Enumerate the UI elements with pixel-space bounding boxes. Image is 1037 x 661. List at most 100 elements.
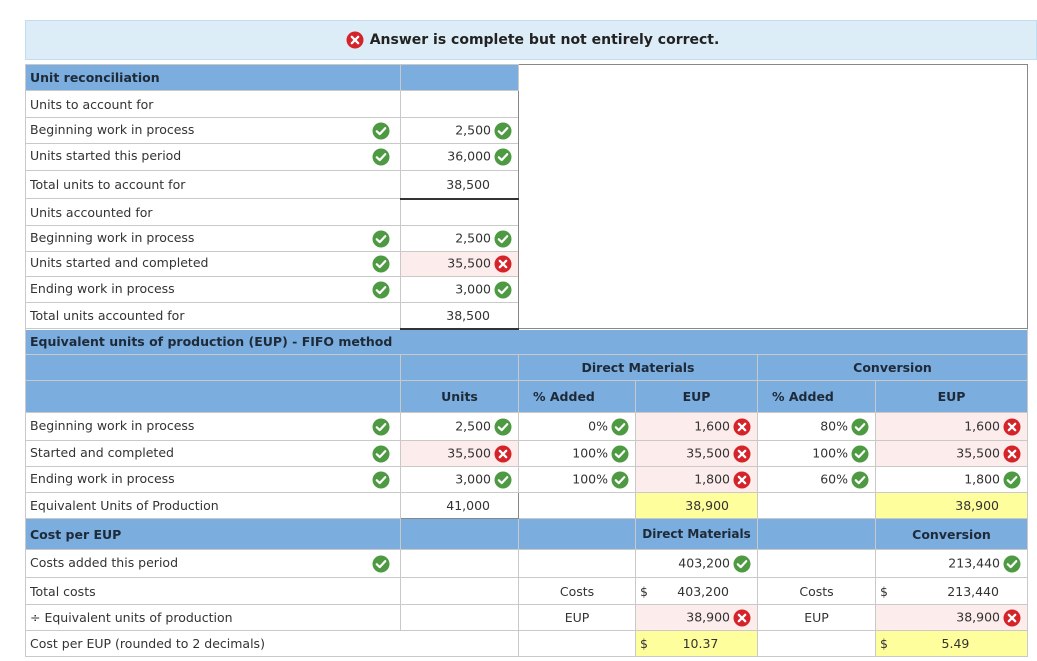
label-text: Ending work in process	[30, 470, 175, 486]
total-cell: 38,500	[400, 302, 519, 330]
value: 100%	[572, 471, 608, 486]
input-cell[interactable]: 403,200	[635, 549, 758, 578]
status-icon	[733, 609, 751, 627]
label-text: Started and completed	[30, 444, 174, 460]
status-icon	[372, 255, 390, 273]
currency: $	[640, 583, 648, 599]
input-cell[interactable]: 35,500	[400, 251, 519, 277]
input-cell[interactable]: 38,900	[635, 604, 758, 631]
status-icon	[851, 471, 869, 489]
value: 1,600	[694, 418, 730, 433]
status-icon	[372, 148, 390, 166]
label-text: Costs added this period	[30, 554, 179, 570]
value: 38,900	[956, 609, 1000, 624]
label-text: Beginning work in process	[30, 417, 195, 433]
status-icon	[1003, 609, 1021, 627]
input-cell[interactable]: 35,500	[875, 440, 1028, 467]
input-cell[interactable]: 2,500	[400, 412, 519, 441]
value: 38,900	[955, 498, 999, 513]
status-icon	[733, 471, 751, 489]
section-title: Cost per EUP	[25, 518, 401, 550]
currency: $	[640, 636, 648, 651]
input-cell[interactable]: 2,500	[400, 117, 519, 144]
value: 3,000	[455, 471, 491, 486]
input-cell[interactable]: 38,900	[875, 604, 1028, 631]
label-text: Cost per EUP (rounded to 2 decimals)	[30, 636, 265, 651]
input-cell[interactable]: 35,500	[400, 440, 519, 467]
column-header: Direct Materials	[635, 518, 758, 550]
status-icon	[372, 555, 390, 573]
input-cell[interactable]: 35,500	[635, 440, 758, 467]
input-cell[interactable]: 0%	[518, 412, 636, 441]
status-icon	[372, 445, 390, 463]
value: 35,500	[447, 445, 491, 460]
value: 60%	[820, 471, 848, 486]
row-label: Units to account for	[25, 90, 401, 118]
label-text: Units to account for	[30, 96, 154, 112]
value: 36,000	[447, 148, 491, 164]
value: 2,500	[455, 122, 491, 137]
label-text: Ending work in process	[30, 280, 175, 296]
label-text: ÷ Equivalent units of production	[30, 610, 233, 625]
status-icon	[346, 31, 364, 49]
input-cell[interactable]: 3,000	[400, 466, 519, 493]
value: 38,500	[446, 307, 490, 323]
column-header: EUP	[875, 380, 1028, 413]
status-icon	[851, 445, 869, 463]
caption: EUP	[518, 604, 636, 631]
input-cell[interactable]: 213,440	[875, 549, 1028, 578]
currency: $	[880, 636, 888, 651]
label-text: Beginning work in process	[30, 229, 195, 245]
value: 2,500	[455, 230, 491, 245]
status-icon	[733, 555, 751, 573]
column-header: % Added	[518, 380, 636, 413]
label-text: Total units accounted for	[30, 308, 185, 323]
status-icon	[733, 418, 751, 436]
input-cell[interactable]: 80%	[757, 412, 876, 441]
status-icon	[372, 230, 390, 248]
status-icon	[494, 445, 512, 463]
computed-cell: $5.49	[875, 630, 1028, 657]
status-icon	[372, 418, 390, 436]
column-header: Conversion	[875, 518, 1028, 550]
currency: $	[880, 583, 888, 599]
group-header: Direct Materials	[518, 354, 758, 381]
status-icon	[1003, 445, 1021, 463]
label-text: Units accounted for	[30, 204, 153, 220]
status-icon	[733, 445, 751, 463]
status-icon	[494, 230, 512, 248]
input-cell[interactable]: 1,600	[635, 412, 758, 441]
value: 1,800	[964, 471, 1000, 486]
value: 403,200	[677, 583, 729, 599]
column-header: EUP	[635, 380, 758, 413]
input-cell[interactable]: 100%	[518, 466, 636, 493]
total-cell: 38,900	[635, 492, 758, 519]
input-cell[interactable]: 2,500	[400, 225, 519, 252]
label-text: Total costs	[30, 583, 96, 599]
input-cell[interactable]: 60%	[757, 466, 876, 493]
input-cell[interactable]: 100%	[518, 440, 636, 467]
input-cell[interactable]: 1,800	[635, 466, 758, 493]
status-icon	[494, 255, 512, 273]
row-label: Beginning work in process	[25, 412, 401, 441]
status-icon	[494, 418, 512, 436]
value: 2,500	[455, 418, 491, 433]
value: 35,500	[686, 445, 730, 460]
empty-area	[518, 64, 1028, 329]
status-icon	[494, 148, 512, 166]
value: 100%	[812, 445, 848, 460]
value: 1,800	[694, 471, 730, 486]
section-title: Unit reconciliation	[25, 64, 401, 91]
value: 10.37	[682, 636, 719, 651]
input-cell[interactable]: 36,000	[400, 143, 519, 171]
input-cell[interactable]: 100%	[757, 440, 876, 467]
row-label: Ending work in process	[25, 466, 401, 493]
value: 100%	[572, 445, 608, 460]
caption: Costs	[757, 577, 876, 605]
input-cell[interactable]: 3,000	[400, 276, 519, 303]
input-cell[interactable]: 1,800	[875, 466, 1028, 493]
input-cell[interactable]: 1,600	[875, 412, 1028, 441]
status-icon	[494, 122, 512, 140]
value: 213,440	[948, 555, 1000, 570]
